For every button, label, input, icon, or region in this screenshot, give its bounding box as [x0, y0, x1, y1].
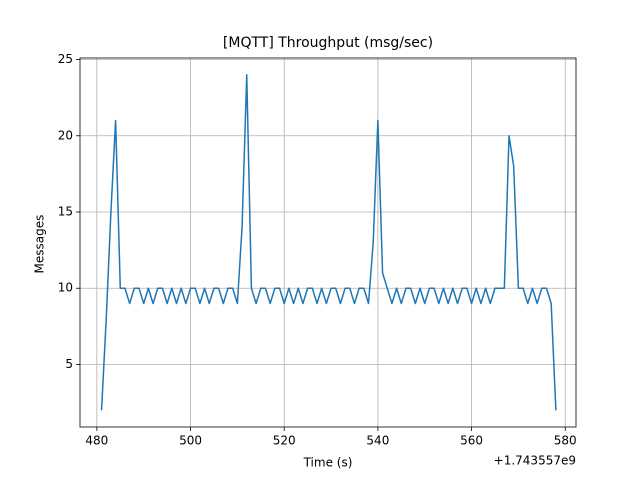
x-tick-label: 580 — [554, 434, 577, 448]
y-tick-label: 15 — [58, 205, 73, 219]
x-tick-label: 500 — [179, 434, 202, 448]
x-tick-label: 520 — [273, 434, 296, 448]
y-tick-label: 20 — [58, 128, 73, 142]
x-tick-label: 480 — [85, 434, 108, 448]
chart-title: [MQTT] Throughput (msg/sec) — [223, 35, 433, 51]
axes-frame — [79, 57, 577, 428]
x-axis-label: Time (s) — [303, 456, 353, 470]
x-tick-label: 540 — [366, 434, 389, 448]
x-tick-label: 560 — [460, 434, 483, 448]
y-tick-label: 5 — [65, 357, 73, 371]
y-tick-label: 25 — [58, 52, 73, 66]
y-tick-label: 10 — [58, 281, 73, 295]
data-line — [100, 74, 557, 411]
y-axis-label: Messages — [33, 215, 47, 274]
x-offset-label: +1.743557e9 — [494, 454, 576, 468]
plot-area: 480 500 520 540 560 580 5 10 15 20 25 — [58, 52, 577, 447]
